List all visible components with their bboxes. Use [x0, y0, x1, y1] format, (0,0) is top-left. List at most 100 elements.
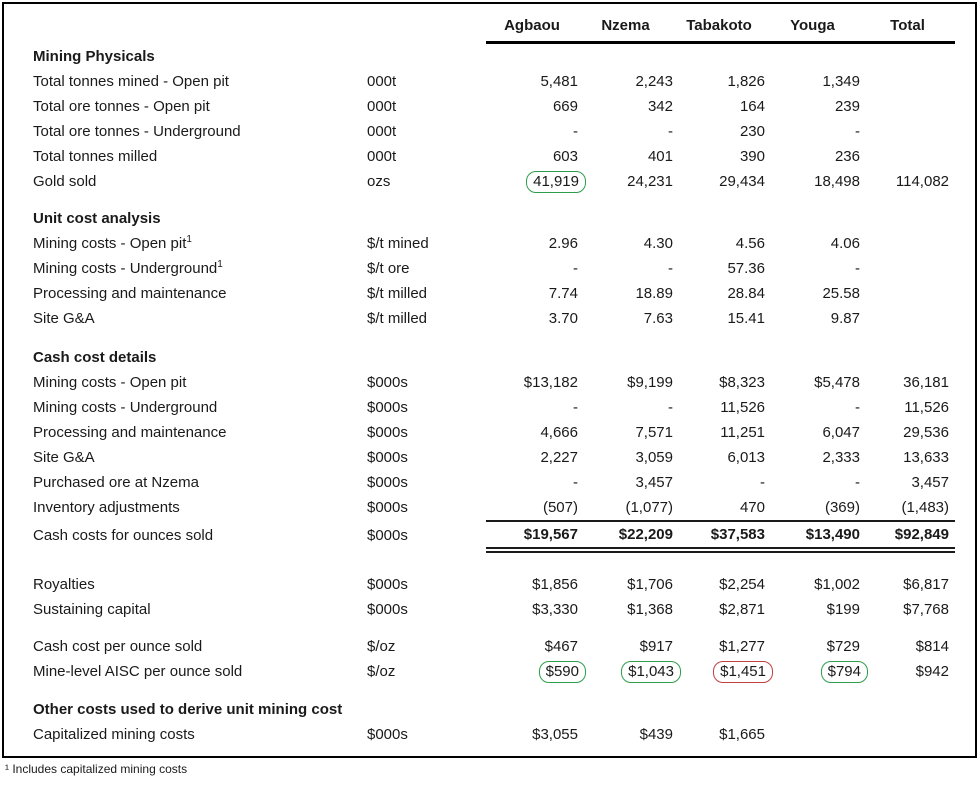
row-label: Inventory adjustments	[33, 499, 180, 516]
section-spacer	[4, 622, 955, 634]
value-cell: (1,077)	[625, 498, 673, 516]
table-row: Capitalized mining costs $000s $3,055 $439 $…	[4, 722, 955, 747]
value-cell: 41,919	[486, 169, 586, 194]
row-label: Total tonnes milled	[33, 147, 158, 165]
value-cell: 4,666	[540, 423, 578, 441]
value-cell: 7.63	[643, 309, 673, 327]
value-cell: 7,571	[635, 423, 673, 441]
row-label: Sustaining capital	[33, 600, 151, 618]
row-unit: $/t milled	[367, 284, 428, 302]
value-cell	[860, 94, 955, 119]
value-cell: $1,043	[578, 659, 681, 684]
value-cell: $13,490	[765, 519, 860, 553]
column-header-row: Agbaou Nzema Tabakoto Youga Total	[4, 10, 955, 44]
value-cell: 4.30	[643, 234, 673, 252]
row-unit: $000s	[367, 473, 408, 491]
row-unit: $000s	[367, 526, 408, 544]
footnote-marker: 1	[186, 233, 192, 245]
section-title: Unit cost analysis	[33, 209, 161, 227]
section-spacer	[4, 331, 955, 345]
value-cell: $22,209	[578, 519, 673, 553]
value-cell: 401	[647, 147, 673, 165]
value-cell: 342	[647, 97, 673, 115]
value-cell: 7.74	[548, 284, 578, 302]
section-title-row: Other costs used to derive unit mining c…	[4, 697, 955, 722]
value-cell: -	[855, 398, 860, 416]
value-cell: 24,231	[627, 172, 673, 190]
value-cell: $7,768	[903, 600, 949, 618]
value-cell: $1,451	[673, 659, 773, 684]
value-cell: 669	[552, 97, 578, 115]
table-row: Mining costs - Underground1 $/t ore - - 57.3…	[4, 256, 955, 281]
value-cell: $19,567	[486, 519, 578, 553]
value-cell: -	[573, 259, 578, 277]
value-cell: 3,457	[635, 473, 673, 491]
row-label: Mining costs - Underground	[33, 398, 218, 416]
spacer-cell	[4, 331, 955, 345]
value-cell: 4.56	[735, 234, 765, 252]
value-cell: $37,583	[673, 519, 765, 553]
value-cell: 2,227	[540, 448, 578, 466]
table-row: Mine-level AISC per ounce sold $/oz $590 $1…	[4, 659, 955, 684]
row-label: Total ore tonnes - Open pit	[33, 97, 210, 115]
table-row: Mining costs - Underground $000s - - 11,526 -…	[4, 395, 955, 420]
section-spacer	[4, 550, 955, 572]
footnote-marker: 1	[217, 258, 223, 270]
column-header-agbaou: Agbaou	[486, 10, 578, 44]
section-title-row: Cash cost details	[4, 345, 955, 370]
value-cell: 6,047	[822, 423, 860, 441]
value-cell: $1,002	[814, 575, 860, 593]
value-cell: 6,013	[727, 448, 765, 466]
row-label: Mining costs - Open pit1	[33, 233, 192, 252]
value-cell: 2,333	[822, 448, 860, 466]
table-row: Mining costs - Open pit $000s $13,182 $9,19…	[4, 370, 955, 395]
value-cell: $942	[915, 662, 949, 680]
value-cell: -	[668, 122, 673, 140]
value-cell: 236	[834, 147, 860, 165]
column-header-youga: Youga	[765, 10, 860, 44]
value-cell: 1,826	[727, 72, 765, 90]
value-cell: -	[760, 473, 765, 491]
value-cell: $917	[639, 637, 673, 655]
row-unit: $000s	[367, 448, 408, 466]
table-row: Cash costs for ounces sold $000s $19,567 $2…	[4, 519, 955, 553]
value-cell: -	[573, 473, 578, 491]
value-cell	[765, 722, 860, 747]
section-spacer	[4, 194, 955, 206]
row-label: Gold sold	[33, 172, 97, 190]
value-cell: 11,526	[904, 398, 949, 416]
value-cell	[860, 281, 955, 306]
value-cell: 18,498	[814, 172, 860, 190]
value-cell: $9,199	[627, 373, 673, 391]
table-row: Processing and maintenance $000s 4,666 7,57…	[4, 420, 955, 445]
value-cell	[860, 722, 955, 747]
value-cell: 15.41	[727, 309, 765, 327]
value-cell: $5,478	[814, 373, 860, 391]
row-label: Cash costs for ounces sold	[33, 526, 214, 544]
cost-table-container: Agbaou Nzema Tabakoto Youga Total Mining Phys…	[2, 2, 977, 758]
row-label: Purchased ore at Nzema	[33, 473, 199, 491]
row-unit: $/oz	[367, 637, 396, 655]
row-label: Site G&A	[33, 448, 95, 466]
value-cell: -	[855, 473, 860, 491]
green-highlight-oval: 41,919	[526, 170, 586, 193]
value-cell	[860, 231, 955, 256]
value-cell: 114,082	[895, 172, 949, 190]
value-cell: 28.84	[727, 284, 765, 302]
cost-table: Agbaou Nzema Tabakoto Youga Total Mining Phys…	[4, 10, 955, 747]
table-row: Site G&A $000s 2,227 3,059 6,013 2,333 13,633	[4, 445, 955, 470]
value-cell: $590	[486, 659, 586, 684]
value-cell: $729	[826, 637, 860, 655]
value-cell: 3,457	[911, 473, 949, 491]
row-label: Processing and maintenance	[33, 423, 227, 441]
row-unit: $/t mined	[367, 234, 429, 252]
value-cell: 25.58	[822, 284, 860, 302]
row-unit: $000s	[367, 398, 408, 416]
table-row: Site G&A $/t milled 3.70 7.63 15.41 9.87	[4, 306, 955, 331]
value-cell: $13,182	[523, 373, 578, 391]
value-cell: 230	[739, 122, 765, 140]
section-title-row: Mining Physicals	[4, 42, 955, 69]
row-unit: $000s	[367, 373, 408, 391]
column-header-total: Total	[860, 10, 955, 44]
value-cell: 3.70	[548, 309, 578, 327]
